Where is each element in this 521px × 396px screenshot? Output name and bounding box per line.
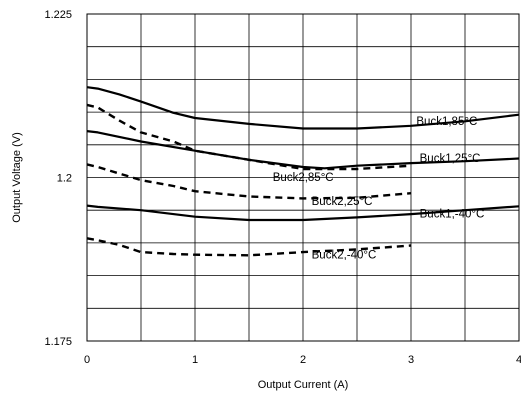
y-tick-label: 1.2 — [57, 173, 72, 185]
series-annotation: Buck2,25°C — [312, 196, 373, 208]
series-line-buck1-40-c — [86, 204, 520, 222]
series-annotation: Buck1,-40°C — [420, 208, 485, 220]
series-annotations: Buck1,85°C Buck1,25°C Buck2,85°C Buck2,25°C… — [273, 116, 485, 261]
series-annotation: Buck1,25°C — [420, 153, 481, 165]
series-annotation: Buck2,-40°C — [312, 250, 377, 262]
y-tick-label: 1.225 — [44, 9, 72, 21]
tick-labels: 0 1 2 3 4 1.175 1.2 1.225 — [44, 9, 521, 366]
grid — [86, 13, 520, 342]
x-tick-label: 4 — [516, 354, 521, 366]
y-tick-label: 1.175 — [44, 336, 72, 348]
x-tick-label: 3 — [408, 354, 414, 366]
series-line-buck2-25-c — [86, 163, 412, 200]
series-line-buck2-40-c — [86, 237, 412, 257]
series-annotation: Buck2,85°C — [273, 172, 334, 184]
x-tick-label: 2 — [300, 354, 306, 366]
x-tick-label: 1 — [192, 354, 198, 366]
series-layer — [86, 86, 520, 257]
x-tick-label: 0 — [84, 354, 90, 366]
plot-area-frame — [86, 13, 520, 342]
series-line-buck1-25-c — [86, 130, 520, 170]
series-line-buck1-85-c — [86, 86, 520, 130]
series-line-buck2-85-c — [86, 103, 412, 171]
y-axis-title: Output Voltage (V) — [11, 132, 23, 223]
series-annotation: Buck1,85°C — [416, 116, 477, 128]
x-axis-title: Output Current (A) — [258, 379, 348, 391]
